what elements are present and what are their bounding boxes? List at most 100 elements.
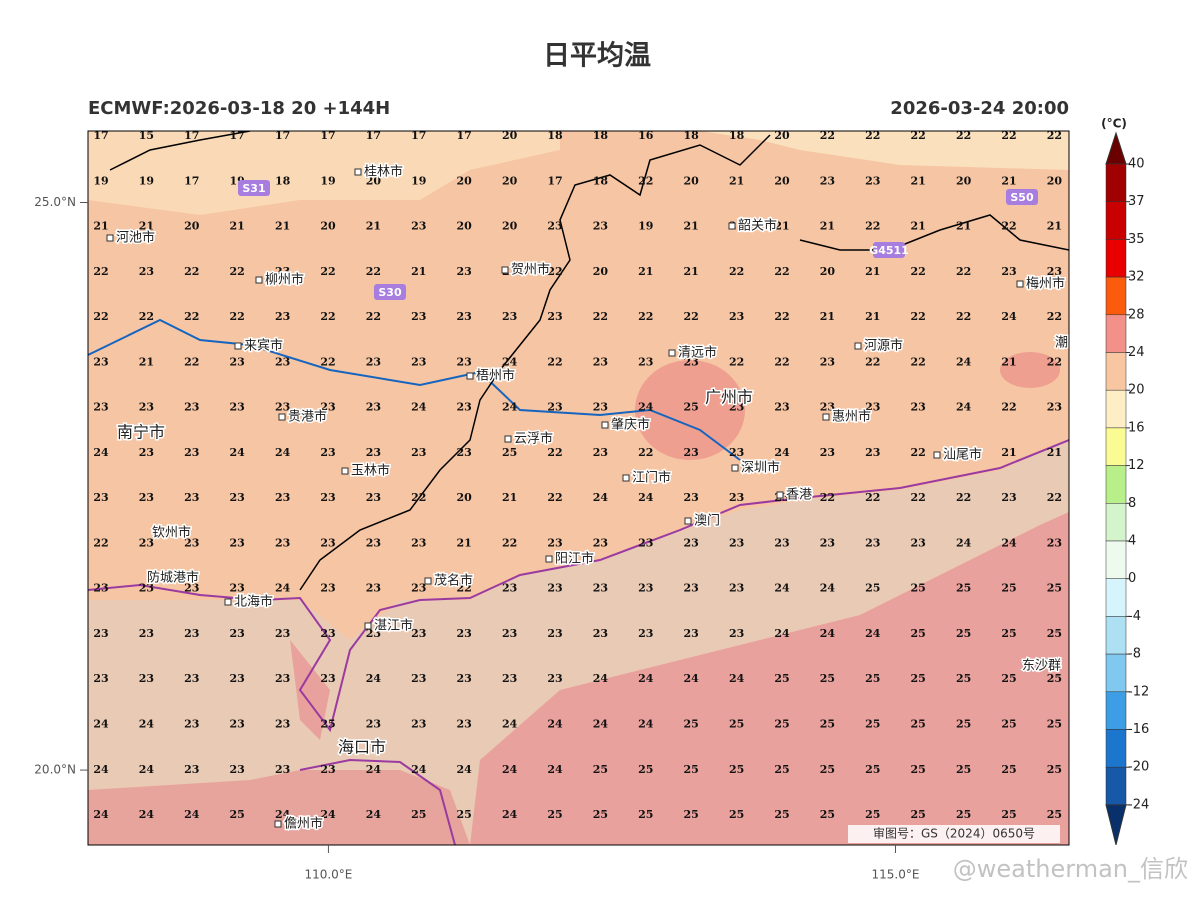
grid-value: 23 <box>865 446 880 459</box>
grid-value: 22 <box>911 446 926 459</box>
grid-value: 25 <box>774 763 789 776</box>
grid-value: 23 <box>729 582 744 595</box>
grid-value: 23 <box>593 582 608 595</box>
grid-value: 25 <box>820 718 835 731</box>
city-name: 梧州市 <box>476 368 515 384</box>
grid-value: 22 <box>230 310 245 323</box>
city-marker <box>501 266 509 274</box>
grid-value: 23 <box>184 672 199 685</box>
grid-value: 23 <box>366 491 381 504</box>
grid-value: 25 <box>1047 582 1062 595</box>
grid-value: 23 <box>93 672 108 685</box>
grid-value: 23 <box>547 582 562 595</box>
city-marker <box>274 820 282 828</box>
grid-value: 25 <box>1047 627 1062 640</box>
city-marker <box>354 168 362 176</box>
grid-value: 22 <box>956 129 971 142</box>
grid-value: 24 <box>275 582 291 595</box>
grid-value: 24 <box>139 718 155 731</box>
grid-value: 24 <box>411 763 427 776</box>
grid-value: 16 <box>638 129 654 142</box>
grid-value: 22 <box>911 355 926 368</box>
grid-value: 23 <box>774 401 789 414</box>
grid-value: 23 <box>411 310 426 323</box>
grid-value: 24 <box>139 808 155 821</box>
colorbar-segment <box>1105 766 1127 806</box>
grid-value: 23 <box>593 536 608 549</box>
grid-value: 23 <box>366 718 381 731</box>
city-name: 香港 <box>786 488 812 503</box>
grid-value: 23 <box>230 401 245 414</box>
grid-value: 24 <box>820 582 836 595</box>
grid-value: 23 <box>320 627 335 640</box>
colorbar-tick-label: 20 <box>1128 383 1145 398</box>
colorbar-segment <box>1105 163 1127 202</box>
grid-value: 25 <box>865 672 880 685</box>
grid-value: 19 <box>411 174 426 187</box>
grid-value: 23 <box>457 265 472 278</box>
colorbar-segment <box>1105 239 1127 278</box>
grid-value: 25 <box>865 718 880 731</box>
grid-value: 25 <box>457 808 472 821</box>
grid-value: 21 <box>684 265 699 278</box>
grid-value: 25 <box>820 672 835 685</box>
grid-value: 23 <box>502 310 517 323</box>
city-name: 儋州市 <box>284 816 323 832</box>
grid-value: 22 <box>638 174 653 187</box>
grid-value: 25 <box>865 763 880 776</box>
grid-value: 22 <box>184 265 199 278</box>
grid-value: 23 <box>184 763 199 776</box>
y-tick-label: 20.0°N <box>34 763 76 777</box>
grid-value: 25 <box>820 763 835 776</box>
grid-value: 23 <box>320 582 335 595</box>
colorbar-tick-label: 35 <box>1128 232 1145 247</box>
grid-value: 25 <box>684 401 699 414</box>
city-name: 茂名市 <box>434 573 473 589</box>
grid-value: 23 <box>638 582 653 595</box>
grid-value: 23 <box>184 582 199 595</box>
city-marker <box>684 517 692 525</box>
grid-value: 21 <box>1001 446 1016 459</box>
grid-value: 22 <box>820 491 835 504</box>
grid-value: 23 <box>547 401 562 414</box>
city-name: 广州市 <box>705 388 753 407</box>
grid-value: 22 <box>93 536 108 549</box>
grid-value: 23 <box>820 446 835 459</box>
grid-value: 22 <box>230 265 245 278</box>
grid-value: 23 <box>320 446 335 459</box>
grid-value: 23 <box>729 310 744 323</box>
grid-value: 25 <box>1001 808 1016 821</box>
x-tick-label: 115.0°E <box>872 868 920 882</box>
province-border <box>109 131 251 171</box>
grid-value: 23 <box>184 627 199 640</box>
approval-number: 审图号：GS（2024）0650号 <box>873 826 1035 841</box>
grid-value: 22 <box>320 310 335 323</box>
grid-value: 25 <box>684 718 699 731</box>
warm-patch <box>1000 352 1060 388</box>
colorbar-segment <box>1105 276 1127 316</box>
grid-value: 20 <box>457 220 473 233</box>
city-marker <box>106 234 114 242</box>
colorbar-tick-label: -16 <box>1128 722 1149 737</box>
colorbar-tick-label: -8 <box>1128 647 1141 662</box>
colorbar-under <box>1105 804 1127 846</box>
city-marker <box>424 577 432 585</box>
grid-value: 21 <box>139 355 154 368</box>
grid-value: 24 <box>139 763 155 776</box>
city-name: 钦州市 <box>152 525 191 541</box>
grid-value: 18 <box>593 129 609 142</box>
city-name: 北海市 <box>234 594 273 610</box>
grid-value: 23 <box>729 491 744 504</box>
grid-value: 25 <box>956 718 971 731</box>
grid-value: 20 <box>774 129 790 142</box>
grid-value: 22 <box>1001 129 1016 142</box>
warm-patch <box>635 360 745 460</box>
grid-value: 20 <box>457 491 473 504</box>
province-border <box>299 134 771 591</box>
grid-value: 22 <box>547 491 562 504</box>
grid-value: 24 <box>774 582 790 595</box>
grid-value: 23 <box>684 627 699 640</box>
grid-value: 25 <box>911 808 926 821</box>
grid-value: 24 <box>366 808 382 821</box>
colorbar-tick-label: -20 <box>1128 760 1149 775</box>
